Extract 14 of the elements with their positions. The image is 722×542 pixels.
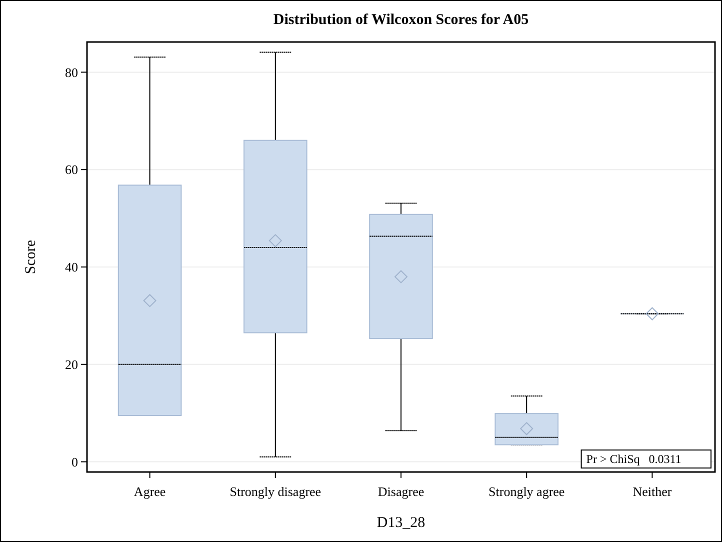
x-axis-title: D13_28 [376,515,426,531]
y-tick-label: 20 [65,356,78,372]
x-tick-label: Strongly disagree [230,484,322,499]
y-axis-title: Score [23,240,39,274]
x-tick-label: Neither [632,484,672,499]
y-tick-label: 40 [65,260,78,275]
y-tick-label: 60 [65,162,78,178]
x-tick-label: Disagree [378,484,424,499]
chart-title: Distribution of Wilcoxon Scores for A05 [273,12,529,28]
y-tick-label: 0 [72,454,78,470]
x-tick-label: Strongly agree [488,484,565,499]
y-tick-label: 80 [65,64,78,80]
x-tick-label: Agree [134,484,166,499]
annotation: Pr > ChiSq 0.0311 [586,452,682,466]
